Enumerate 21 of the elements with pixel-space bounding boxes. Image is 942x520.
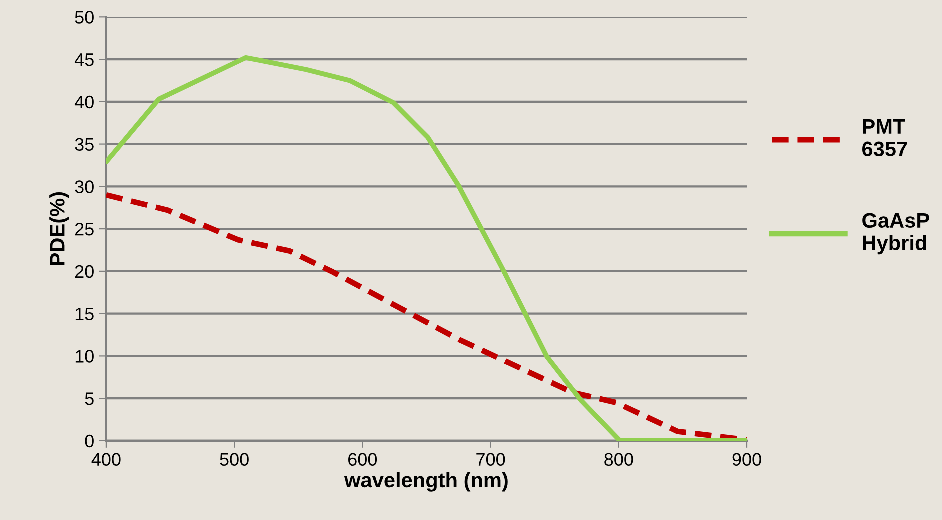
legend-label: GaAsP Hybrid — [862, 213, 930, 255]
y-tick-label: 10 — [76, 350, 94, 363]
x-axis-title: wavelength (nm) — [344, 472, 508, 492]
y-tick-label: 25 — [75, 222, 94, 236]
y-axis-title: PDE(%) — [50, 192, 70, 266]
y-tick-label: 5 — [85, 392, 94, 406]
x-tick-label: 900 — [732, 453, 762, 466]
x-tick-label: 700 — [476, 453, 506, 466]
y-tick-label: 20 — [75, 265, 94, 278]
y-tick-label: 45 — [74, 54, 94, 66]
y-tick-label: 15 — [76, 308, 94, 321]
y-tick-label: 30 — [75, 180, 94, 194]
y-tick-label: 40 — [74, 96, 94, 109]
x-tick-label: 500 — [220, 453, 249, 466]
x-tick-label: 400 — [92, 453, 121, 466]
y-tick-label: 50 — [75, 11, 94, 24]
legend-label: PMT 6357 — [862, 120, 908, 157]
y-tick-label: 35 — [75, 138, 94, 152]
x-tick-label: 800 — [604, 453, 634, 466]
x-tick-label: 600 — [348, 453, 378, 466]
y-tick-label: 0 — [85, 434, 94, 448]
